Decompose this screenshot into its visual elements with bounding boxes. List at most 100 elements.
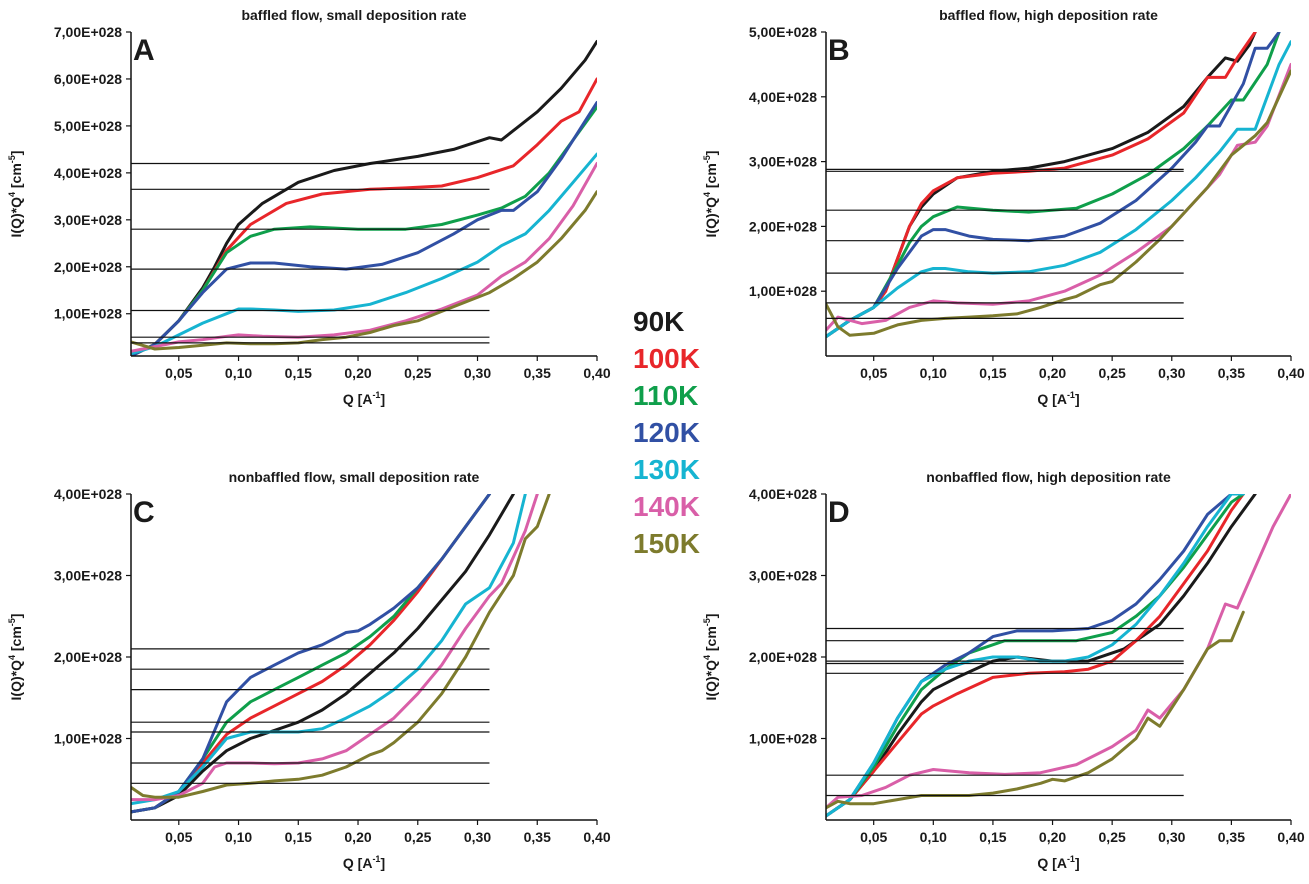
y-tick-label: 4,00E+028: [54, 165, 122, 181]
series-line-150k: [826, 69, 1291, 337]
x-tick-label: 0,20: [1039, 829, 1066, 845]
x-tick-label: 0,05: [165, 829, 192, 845]
y-tick-label: 7,00E+028: [54, 24, 122, 40]
x-tick-label: 0,05: [860, 365, 887, 381]
x-axis-label: Q [A-1]: [343, 390, 385, 407]
panel-b: 0,05 0,10 0,15 0,20 0,25 0,30 0,35 0,40 1,00E+02…: [702, 7, 1305, 407]
y-tick-label: 3,00E+028: [749, 154, 817, 170]
x-tick-label: 0,15: [285, 829, 312, 845]
panel-c: 0,05 0,10 0,15 0,20 0,25 0,30 0,35 0,40 1,00E+02…: [7, 469, 611, 871]
x-tick-label: 0,25: [404, 829, 431, 845]
series-group: [131, 39, 597, 356]
x-tick-label: 0,05: [165, 365, 192, 381]
y-tick-label: 4,00E+028: [54, 486, 122, 502]
x-tick-label: 0,30: [464, 365, 491, 381]
y-tick-label: 1,00E+028: [54, 731, 122, 747]
series-line-110k: [131, 494, 491, 814]
x-tick-label: 0,35: [1218, 829, 1245, 845]
series-line-140k: [826, 62, 1291, 332]
series-line-130k: [131, 152, 597, 356]
x-tick-label: 0,30: [1158, 365, 1185, 381]
x-tick-label: 0,10: [225, 365, 252, 381]
series-group: [826, 494, 1291, 818]
x-tick-label: 0,25: [404, 365, 431, 381]
panel-letter: C: [133, 496, 155, 529]
series-line-120k: [826, 32, 1281, 339]
y-tick-label: 2,00E+028: [749, 649, 817, 665]
x-axis-label: Q [A-1]: [1037, 390, 1079, 407]
panel-title: baffled flow, high deposition rate: [939, 7, 1158, 23]
legend-item-140k: 140K: [633, 491, 700, 522]
series-line-150k: [131, 494, 551, 799]
y-tick-label: 5,00E+028: [54, 118, 122, 134]
y-axis-label: I(Q)*Q4 [cm-5]: [702, 151, 719, 238]
series-line-140k: [826, 494, 1291, 810]
y-axis-label: I(Q)*Q4 [cm-5]: [7, 614, 24, 701]
panel-title: nonbaffled flow, high deposition rate: [926, 469, 1171, 485]
series-line-120k: [826, 494, 1233, 818]
series-line-150k: [826, 610, 1245, 810]
series-line-110k: [826, 494, 1245, 818]
series-line-130k: [131, 494, 527, 806]
panel-title: baffled flow, small deposition rate: [241, 7, 466, 23]
legend-item-120k: 120K: [633, 417, 700, 448]
series-line-100k: [826, 494, 1245, 818]
x-tick-label: 0,35: [524, 829, 551, 845]
y-axis-label: I(Q)*Q4 [cm-5]: [702, 614, 719, 701]
y-tick-label: 3,00E+028: [749, 568, 817, 584]
series-line-150k: [131, 190, 597, 351]
series-line-120k: [131, 494, 491, 814]
y-tick-label: 4,00E+028: [749, 89, 817, 105]
y-tick-label: 1,00E+028: [749, 731, 817, 747]
series-line-100k: [131, 494, 491, 814]
y-tick-label: 1,00E+028: [749, 283, 817, 299]
x-tick-label: 0,10: [225, 829, 252, 845]
series-group: [826, 32, 1291, 339]
y-tick-label: 1,00E+028: [54, 306, 122, 322]
series-line-140k: [131, 162, 597, 353]
x-tick-label: 0,40: [1277, 829, 1304, 845]
panel-letter: A: [133, 34, 155, 67]
y-tick-label: 4,00E+028: [749, 486, 817, 502]
legend-item-90k: 90K: [633, 306, 685, 337]
x-tick-label: 0,05: [860, 829, 887, 845]
y-tick-label: 3,00E+028: [54, 212, 122, 228]
x-tick-label: 0,40: [1277, 365, 1304, 381]
panel-letter: B: [828, 34, 850, 67]
x-tick-label: 0,15: [979, 365, 1006, 381]
series-line-100k: [826, 32, 1257, 339]
x-tick-label: 0,25: [1099, 365, 1126, 381]
y-tick-label: 6,00E+028: [54, 71, 122, 87]
x-axis-label: Q [A-1]: [1037, 854, 1079, 871]
y-tick-label: 5,00E+028: [749, 24, 817, 40]
x-tick-label: 0,15: [979, 829, 1006, 845]
legend-item-100k: 100K: [633, 343, 700, 374]
y-tick-label: 3,00E+028: [54, 568, 122, 584]
x-tick-label: 0,25: [1099, 829, 1126, 845]
x-tick-label: 0,35: [1218, 365, 1245, 381]
series-line-90k: [131, 494, 515, 814]
x-tick-label: 0,10: [920, 829, 947, 845]
legend: 90K 100K 110K 120K 130K 140K 150K: [633, 303, 700, 562]
series-group: [131, 494, 551, 814]
series-line-120k: [131, 100, 597, 356]
y-axis-label: I(Q)*Q4 [cm-5]: [7, 151, 24, 238]
x-tick-label: 0,40: [583, 365, 610, 381]
series-line-130k: [826, 494, 1245, 818]
series-line-130k: [826, 40, 1291, 339]
y-tick-label: 2,00E+028: [54, 259, 122, 275]
legend-item-110k: 110K: [633, 380, 699, 411]
x-tick-label: 0,35: [524, 365, 551, 381]
y-tick-label: 2,00E+028: [54, 649, 122, 665]
x-axis-label: Q [A-1]: [343, 854, 385, 871]
x-tick-label: 0,40: [583, 829, 610, 845]
panel-letter: D: [828, 496, 850, 529]
legend-item-150k: 150K: [633, 528, 700, 559]
panel-d: 0,05 0,10 0,15 0,20 0,25 0,30 0,35 0,40 1,00E+02…: [702, 469, 1305, 871]
x-tick-label: 0,20: [1039, 365, 1066, 381]
legend-item-130k: 130K: [633, 454, 700, 485]
x-tick-label: 0,15: [285, 365, 312, 381]
panel-a: 0,05 0,10 0,15 0,20 0,25 0,30 0,35 0,40 1,00E+02…: [7, 7, 611, 407]
x-tick-label: 0,20: [344, 829, 371, 845]
